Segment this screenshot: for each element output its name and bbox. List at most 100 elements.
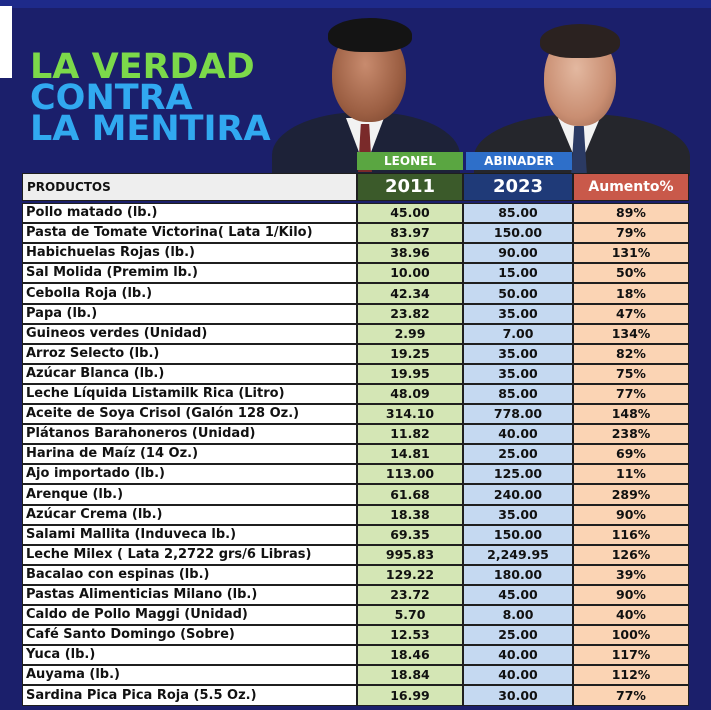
price-2023: 30.00 xyxy=(463,685,573,706)
increase-percent: 50% xyxy=(573,263,689,283)
price-2011: 18.46 xyxy=(357,645,463,665)
product-name: Habichuelas Rojas (lb.) xyxy=(22,243,357,263)
headline-line-2: CONTRA xyxy=(30,78,193,118)
price-2023: 8.00 xyxy=(463,605,573,625)
product-name: Café Santo Domingo (Sobre) xyxy=(22,625,357,645)
increase-percent: 79% xyxy=(573,223,689,243)
price-2011: 69.35 xyxy=(357,525,463,545)
increase-percent: 112% xyxy=(573,665,689,685)
price-2011: 14.81 xyxy=(357,444,463,464)
increase-header: Aumento% xyxy=(573,173,689,201)
product-name: Pastas Alimenticias Milano (lb.) xyxy=(22,585,357,605)
price-2011: 16.99 xyxy=(357,685,463,706)
price-2011: 23.72 xyxy=(357,585,463,605)
price-2011: 12.53 xyxy=(357,625,463,645)
price-2023: 25.00 xyxy=(463,444,573,464)
product-name: Auyama (lb.) xyxy=(22,665,357,685)
product-name: Pollo matado (lb.) xyxy=(22,203,357,223)
increase-percent: 126% xyxy=(573,545,689,565)
price-2023: 40.00 xyxy=(463,645,573,665)
headline: LA VERDAD CONTRA LA MENTIRA xyxy=(30,47,271,147)
price-2023: 90.00 xyxy=(463,243,573,263)
increase-percent: 77% xyxy=(573,685,689,706)
product-name: Azúcar Blanca (lb.) xyxy=(22,364,357,384)
product-name: Leche Milex ( Lata 2,2722 grs/6 Libras) xyxy=(22,545,357,565)
increase-percent: 75% xyxy=(573,364,689,384)
increase-percent: 131% xyxy=(573,243,689,263)
price-2023: 85.00 xyxy=(463,203,573,223)
increase-percent: 77% xyxy=(573,384,689,404)
product-name: Sardina Pica Pica Roja (5.5 Oz.) xyxy=(22,685,357,706)
increase-percent: 90% xyxy=(573,505,689,525)
price-2011: 38.96 xyxy=(357,243,463,263)
increase-percent: 238% xyxy=(573,424,689,444)
product-name: Pasta de Tomate Victorina( Lata 1/Kilo) xyxy=(22,223,357,243)
price-2023: 15.00 xyxy=(463,263,573,283)
increase-percent: 134% xyxy=(573,324,689,344)
increase-percent: 69% xyxy=(573,444,689,464)
product-name: Plátanos Barahoneros (Unidad) xyxy=(22,424,357,444)
product-name: Caldo de Pollo Maggi (Unidad) xyxy=(22,605,357,625)
price-2011: 995.83 xyxy=(357,545,463,565)
top-band xyxy=(0,0,711,8)
products-header-label: PRODUCTOS xyxy=(27,180,111,194)
price-2011: 19.25 xyxy=(357,344,463,364)
product-name: Ajo importado (lb.) xyxy=(22,464,357,484)
price-2011: 2.99 xyxy=(357,324,463,344)
increase-percent: 18% xyxy=(573,283,689,304)
increase-percent: 11% xyxy=(573,464,689,484)
product-name: Bacalao con espinas (lb.) xyxy=(22,565,357,585)
product-name: Salami Mallita (Induveca lb.) xyxy=(22,525,357,545)
increase-percent: 100% xyxy=(573,625,689,645)
portrait-abinader xyxy=(466,22,692,176)
price-2023: 778.00 xyxy=(463,404,573,424)
politician-b-label: ABINADER xyxy=(466,152,572,170)
year-b-header: 2023 xyxy=(463,173,573,201)
price-2023: 35.00 xyxy=(463,364,573,384)
price-2011: 83.97 xyxy=(357,223,463,243)
price-2023: 45.00 xyxy=(463,585,573,605)
year-a-header: 2011 xyxy=(357,173,463,201)
price-2023: 2,249.95 xyxy=(463,545,573,565)
price-2011: 42.34 xyxy=(357,283,463,304)
increase-percent: 39% xyxy=(573,565,689,585)
increase-header-label: Aumento% xyxy=(588,179,674,195)
price-2023: 35.00 xyxy=(463,344,573,364)
increase-percent: 82% xyxy=(573,344,689,364)
price-2023: 240.00 xyxy=(463,484,573,505)
price-2023: 85.00 xyxy=(463,384,573,404)
price-2011: 48.09 xyxy=(357,384,463,404)
price-2011: 19.95 xyxy=(357,364,463,384)
product-name: Azúcar Crema (lb.) xyxy=(22,505,357,525)
product-name: Arroz Selecto (lb.) xyxy=(22,344,357,364)
year-a-label: 2011 xyxy=(384,176,436,197)
price-2011: 5.70 xyxy=(357,605,463,625)
headline-line-1: LA VERDAD xyxy=(30,47,255,87)
product-name: Papa (lb.) xyxy=(22,304,357,324)
price-2011: 10.00 xyxy=(357,263,463,283)
price-2011: 113.00 xyxy=(357,464,463,484)
increase-percent: 90% xyxy=(573,585,689,605)
price-2011: 11.82 xyxy=(357,424,463,444)
price-2023: 35.00 xyxy=(463,505,573,525)
product-name: Sal Molida (Premim lb.) xyxy=(22,263,357,283)
increase-percent: 40% xyxy=(573,605,689,625)
price-2023: 125.00 xyxy=(463,464,573,484)
product-name: Harina de Maíz (14 Oz.) xyxy=(22,444,357,464)
product-name: Arenque (lb.) xyxy=(22,484,357,505)
price-2023: 40.00 xyxy=(463,665,573,685)
price-2011: 61.68 xyxy=(357,484,463,505)
price-2023: 25.00 xyxy=(463,625,573,645)
increase-percent: 47% xyxy=(573,304,689,324)
products-header: PRODUCTOS xyxy=(22,173,357,201)
product-name: Aceite de Soya Crisol (Galón 128 Oz.) xyxy=(22,404,357,424)
product-name: Guineos verdes (Unidad) xyxy=(22,324,357,344)
price-2011: 45.00 xyxy=(357,203,463,223)
politician-a-label: LEONEL xyxy=(357,152,463,170)
price-2023: 40.00 xyxy=(463,424,573,444)
price-2023: 50.00 xyxy=(463,283,573,304)
product-name: Yuca (lb.) xyxy=(22,645,357,665)
increase-percent: 89% xyxy=(573,203,689,223)
price-2011: 314.10 xyxy=(357,404,463,424)
price-2023: 150.00 xyxy=(463,525,573,545)
